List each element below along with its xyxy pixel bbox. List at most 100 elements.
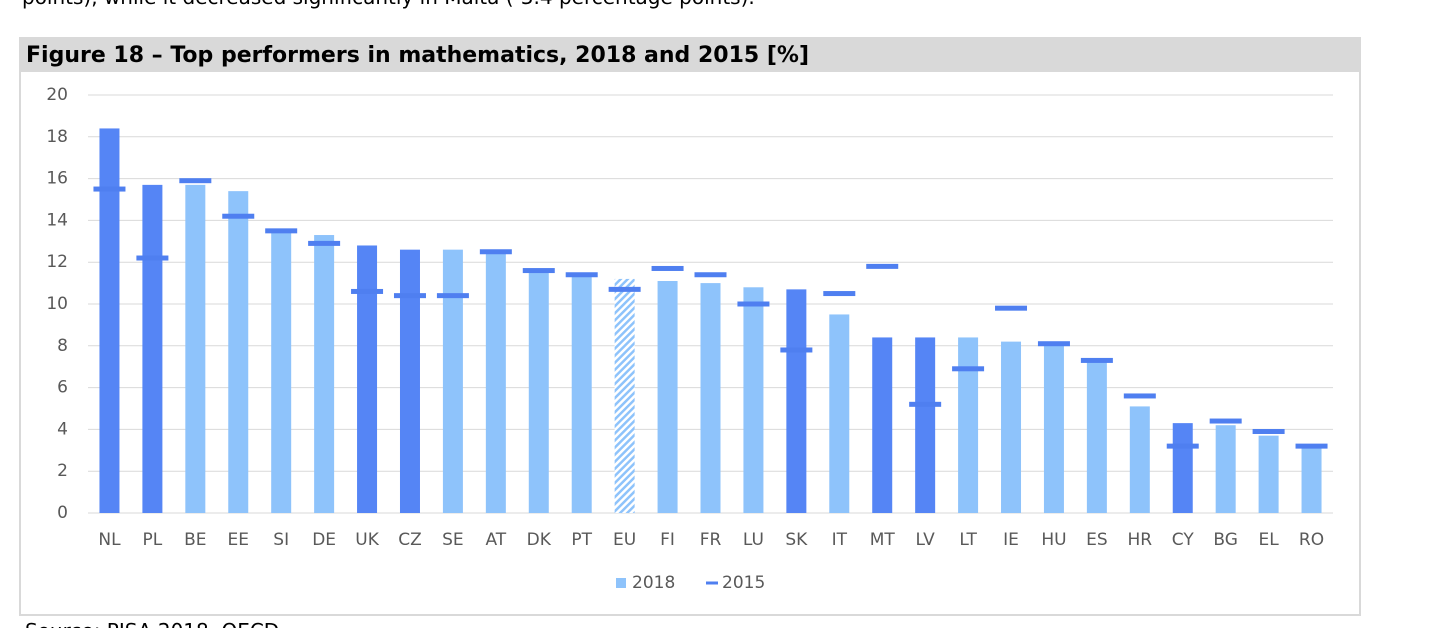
legend-label: 2015 [722, 573, 765, 593]
y-tick-label: 12 [46, 252, 68, 272]
x-tick-label: EL [1258, 530, 1279, 550]
bar [872, 337, 893, 513]
bar [271, 230, 292, 513]
bar [485, 253, 506, 513]
body-text: points), while it decreased significantl… [22, 0, 755, 9]
source-text: Source: PISA 2018, OECD [25, 619, 279, 628]
legend-swatch [616, 578, 626, 588]
bar [743, 287, 764, 513]
bar [571, 274, 592, 513]
marker-2015 [522, 268, 555, 274]
marker-2015 [1295, 443, 1328, 449]
x-tick-label: PT [571, 530, 592, 550]
x-tick-label: HR [1128, 530, 1153, 550]
marker-2015 [608, 286, 641, 292]
marker-2015 [565, 272, 598, 278]
bar [1172, 423, 1193, 513]
x-tick-label: ES [1086, 530, 1108, 550]
bar [1129, 406, 1150, 513]
y-tick-label: 8 [57, 336, 68, 356]
x-tick-label: UK [355, 530, 379, 550]
marker-2015 [694, 272, 727, 278]
figure-frame [19, 37, 1361, 616]
legend-label: 2018 [632, 573, 675, 593]
marker-2015 [1252, 428, 1285, 434]
bar [228, 191, 249, 513]
marker-2015 [823, 291, 856, 297]
x-tick-label: LU [743, 530, 764, 550]
x-tick-label: LT [959, 530, 977, 550]
y-tick-label: 10 [46, 294, 68, 314]
bar [1086, 360, 1107, 513]
x-tick-label: IE [1003, 530, 1019, 550]
y-tick-label: 4 [57, 419, 68, 439]
bar [314, 235, 335, 513]
x-tick-label: SK [785, 530, 808, 550]
x-tick-label: CZ [398, 530, 422, 550]
marker-2015 [651, 265, 684, 271]
marker-2015 [737, 301, 770, 307]
x-tick-label: MT [870, 530, 896, 550]
marker-2015 [995, 305, 1028, 311]
marker-2015 [1037, 341, 1070, 347]
x-tick-label: HU [1041, 530, 1066, 550]
x-tick-label: SE [442, 530, 464, 550]
marker-2015 [909, 401, 942, 407]
bar [829, 314, 850, 513]
y-tick-label: 16 [46, 169, 68, 189]
x-tick-label: IT [832, 530, 848, 550]
x-tick-label: FR [700, 530, 722, 550]
y-tick-label: 0 [57, 503, 68, 523]
bar [442, 249, 463, 513]
bar [1001, 341, 1022, 513]
x-tick-label: NL [98, 530, 121, 550]
marker-2015 [179, 178, 212, 184]
y-tick-label: 6 [57, 378, 68, 398]
x-tick-label: EU [613, 530, 636, 550]
marker-2015 [1080, 357, 1113, 363]
marker-2015 [222, 213, 255, 219]
x-tick-label: LV [916, 530, 936, 550]
y-tick-label: 20 [46, 85, 68, 105]
bar [700, 283, 721, 513]
marker-2015 [1209, 418, 1242, 424]
x-tick-label: BE [184, 530, 206, 550]
bar [786, 289, 807, 513]
bar [99, 128, 120, 513]
x-tick-label: SI [273, 530, 289, 550]
bar [357, 245, 378, 514]
title-bar [20, 38, 1360, 72]
bar [142, 184, 163, 513]
bar [1258, 435, 1279, 513]
legend-swatch [706, 581, 718, 585]
marker-2015 [866, 263, 899, 269]
x-tick-label: AT [485, 530, 506, 550]
bar [1301, 446, 1322, 513]
bar [528, 270, 549, 513]
marker-2015 [93, 186, 126, 192]
y-tick-label: 18 [46, 127, 68, 147]
x-tick-label: DE [312, 530, 336, 550]
marker-2015 [479, 249, 512, 255]
marker-2015 [351, 288, 384, 294]
bar [915, 337, 936, 513]
x-tick-label: FI [660, 530, 675, 550]
bar [1043, 345, 1064, 513]
marker-2015 [136, 255, 169, 261]
bar [185, 184, 206, 513]
y-tick-label: 14 [46, 210, 68, 230]
x-tick-label: RO [1299, 530, 1324, 550]
marker-2015 [952, 366, 985, 372]
marker-2015 [265, 228, 298, 234]
marker-2015 [1123, 393, 1156, 399]
marker-2015 [780, 347, 813, 353]
marker-2015 [1166, 443, 1199, 449]
bar [1215, 425, 1236, 513]
bar [657, 281, 678, 513]
x-tick-label: DK [527, 530, 552, 550]
marker-2015 [436, 293, 469, 299]
chart-title: Figure 18 – Top performers in mathematic… [26, 43, 809, 68]
bar [399, 249, 420, 513]
x-tick-label: CY [1172, 530, 1195, 550]
